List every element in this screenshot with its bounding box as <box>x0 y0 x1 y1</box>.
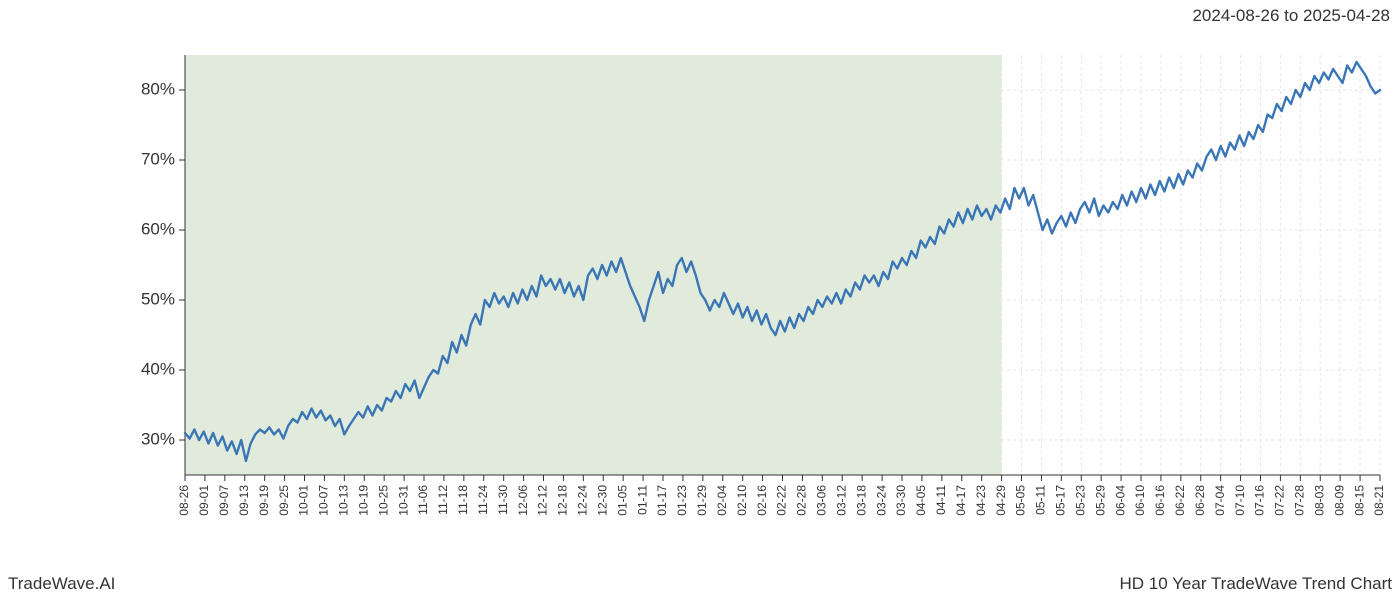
svg-text:12-24: 12-24 <box>576 485 590 516</box>
svg-text:11-12: 11-12 <box>436 485 450 515</box>
svg-text:12-18: 12-18 <box>556 485 570 516</box>
svg-text:04-17: 04-17 <box>954 485 968 516</box>
svg-text:10-13: 10-13 <box>337 485 351 516</box>
svg-text:09-25: 09-25 <box>277 485 291 516</box>
svg-text:09-01: 09-01 <box>197 485 211 516</box>
svg-text:04-29: 04-29 <box>994 485 1008 516</box>
svg-text:06-10: 06-10 <box>1133 485 1147 516</box>
svg-text:01-11: 01-11 <box>635 485 649 515</box>
svg-text:08-21: 08-21 <box>1372 485 1386 516</box>
footer-brand: TradeWave.AI <box>8 574 115 594</box>
svg-text:05-05: 05-05 <box>1014 485 1028 516</box>
svg-text:05-17: 05-17 <box>1054 485 1068 516</box>
svg-text:02-10: 02-10 <box>735 485 749 516</box>
svg-text:01-23: 01-23 <box>675 485 689 516</box>
svg-text:04-11: 04-11 <box>934 485 948 515</box>
svg-text:10-07: 10-07 <box>317 485 331 516</box>
svg-text:01-17: 01-17 <box>655 485 669 516</box>
svg-text:30%: 30% <box>141 429 175 448</box>
svg-text:09-13: 09-13 <box>237 485 251 516</box>
footer-title: HD 10 Year TradeWave Trend Chart <box>1120 574 1392 594</box>
svg-text:12-30: 12-30 <box>595 485 609 516</box>
svg-text:05-23: 05-23 <box>1073 485 1087 516</box>
svg-text:10-01: 10-01 <box>297 485 311 516</box>
svg-text:07-04: 07-04 <box>1213 485 1227 516</box>
svg-text:01-05: 01-05 <box>615 485 629 516</box>
svg-text:05-29: 05-29 <box>1093 485 1107 516</box>
svg-text:06-22: 06-22 <box>1173 485 1187 516</box>
svg-text:06-28: 06-28 <box>1193 485 1207 516</box>
svg-text:03-24: 03-24 <box>874 485 888 516</box>
svg-text:03-06: 03-06 <box>815 485 829 516</box>
svg-text:05-11: 05-11 <box>1034 485 1048 515</box>
svg-text:01-29: 01-29 <box>695 485 709 516</box>
svg-text:07-22: 07-22 <box>1273 485 1287 516</box>
svg-text:09-07: 09-07 <box>217 485 231 516</box>
svg-text:06-16: 06-16 <box>1153 485 1167 516</box>
svg-text:07-16: 07-16 <box>1253 485 1267 516</box>
svg-text:40%: 40% <box>141 359 175 378</box>
svg-text:12-12: 12-12 <box>536 485 550 516</box>
svg-text:08-15: 08-15 <box>1352 485 1366 516</box>
svg-text:10-31: 10-31 <box>396 485 410 516</box>
svg-text:03-18: 03-18 <box>854 485 868 516</box>
svg-text:07-10: 07-10 <box>1233 485 1247 516</box>
chart-container: 2024-08-26 to 2025-04-28 30%40%50%60%70%… <box>0 0 1400 600</box>
svg-text:02-16: 02-16 <box>755 485 769 516</box>
svg-text:60%: 60% <box>141 219 175 238</box>
svg-text:50%: 50% <box>141 289 175 308</box>
svg-text:11-24: 11-24 <box>476 485 490 515</box>
svg-text:09-19: 09-19 <box>257 485 271 516</box>
svg-text:08-03: 08-03 <box>1312 485 1326 516</box>
svg-text:08-26: 08-26 <box>177 485 191 516</box>
svg-text:08-09: 08-09 <box>1332 485 1346 516</box>
svg-text:03-12: 03-12 <box>834 485 848 516</box>
svg-text:03-30: 03-30 <box>894 485 908 516</box>
svg-text:11-18: 11-18 <box>456 485 470 515</box>
svg-text:11-30: 11-30 <box>496 485 510 515</box>
svg-text:11-06: 11-06 <box>416 485 430 515</box>
svg-text:02-28: 02-28 <box>795 485 809 516</box>
svg-text:10-25: 10-25 <box>376 485 390 516</box>
line-chart: 30% 40% 50% 60% 70% 80% 08-26 09-01 09-07 09-13 09… <box>0 0 1400 600</box>
svg-text:80%: 80% <box>141 79 175 98</box>
svg-text:12-06: 12-06 <box>516 485 530 516</box>
svg-text:70%: 70% <box>141 149 175 168</box>
svg-text:07-28: 07-28 <box>1293 485 1307 516</box>
svg-text:10-19: 10-19 <box>356 485 370 516</box>
svg-text:04-05: 04-05 <box>914 485 928 516</box>
svg-text:02-04: 02-04 <box>715 485 729 516</box>
svg-text:06-04: 06-04 <box>1113 485 1127 516</box>
svg-text:04-23: 04-23 <box>974 485 988 516</box>
svg-text:02-22: 02-22 <box>775 485 789 516</box>
